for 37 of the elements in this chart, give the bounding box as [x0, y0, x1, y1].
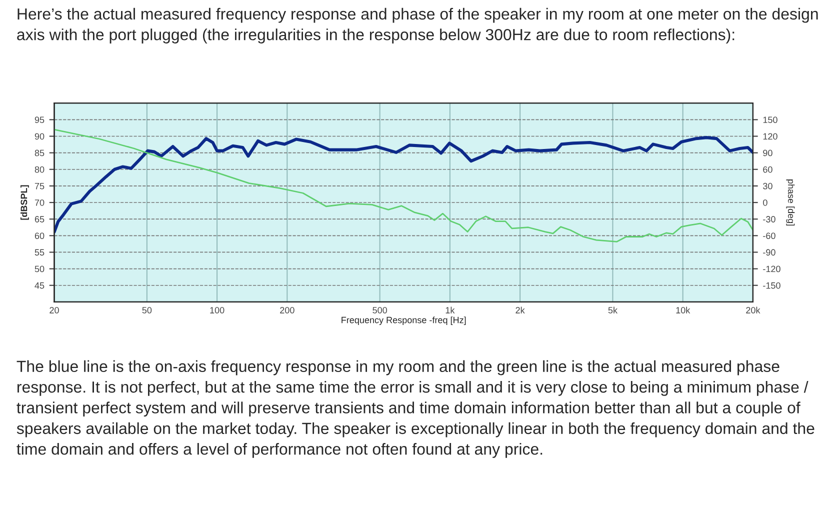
y2-tick-label: -90 — [763, 249, 776, 256]
x-tick-label: 20k — [746, 306, 760, 314]
y-tick-label: 60 — [34, 232, 44, 240]
x-tick-label: 50 — [142, 307, 152, 314]
y2-tick-label: 150 — [763, 116, 778, 124]
y2-tick-label: -30 — [763, 216, 776, 222]
y2-tick-label: -60 — [763, 232, 776, 240]
x-axis-title: Frequency Response -freq [Hz] — [342, 316, 466, 326]
y-tick-label: 50 — [34, 266, 44, 272]
y-tick-label: 70 — [34, 199, 44, 206]
x-tick-label: 1k — [446, 306, 455, 314]
y-tick-label: 85 — [34, 150, 44, 156]
y-tick-label: 95 — [34, 116, 44, 124]
x-tick-label: 10k — [676, 306, 690, 314]
x-tick-label: 2k — [516, 306, 525, 314]
y-tick-label: 90 — [34, 133, 44, 140]
y-axis-title: [dBSPL] — [20, 185, 29, 220]
y-tick-label: 80 — [34, 166, 44, 173]
y2-tick-label: 30 — [763, 182, 772, 190]
x-tick-label: 100 — [210, 307, 224, 314]
x-tick-label: 5k — [608, 306, 618, 314]
y-tick-label: 45 — [34, 282, 44, 289]
y-tick-label: 55 — [34, 249, 44, 256]
y2-tick-label: -150 — [763, 282, 780, 289]
y-tick-label: 75 — [34, 183, 44, 190]
x-tick-label: 200 — [280, 307, 294, 314]
x-tick-label: 20 — [50, 307, 59, 314]
y2-tick-label: 90 — [763, 150, 772, 156]
x-tick-label: 500 — [372, 307, 388, 314]
text: The blue line is the on-axis frequency response in my room and the green line is the actual measured phase response. It is not perfect, but at the same time the error is small and it is very close to being a minimum phase / transient perfect system and will preserve transients and time domain information better than all but a couple of speakers available on the market today. The speaker is exceptionally linear in both the frequency domain and the time domain and offers a level of performance not often found at any price. — [16, 360, 814, 458]
y2-tick-label: -120 — [763, 266, 780, 272]
y2-tick-label: 0 — [763, 199, 768, 206]
y2-tick-label: 120 — [763, 133, 778, 140]
y2-axis-title: phase [deg] — [786, 180, 795, 226]
y-tick-label: 65 — [34, 216, 44, 222]
y2-tick-label: 60 — [763, 166, 772, 173]
chart-title: Here’s the actual measured frequency response and phase of the speaker in my room at one meter on the design axis with the port plugged (the irregularities in the response below 300Hz are due to room reflections): — [17, 8, 818, 44]
